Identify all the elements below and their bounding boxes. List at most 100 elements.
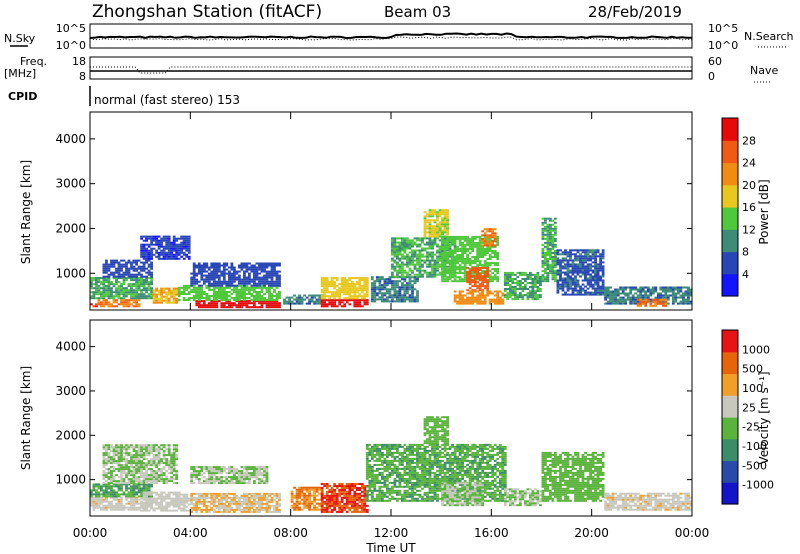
range-time-cell (150, 448, 153, 451)
range-time-cell (521, 286, 525, 288)
range-time-cell (283, 300, 286, 303)
range-time-cell (584, 255, 587, 258)
range-time-cell (147, 462, 151, 465)
range-time-cell (150, 485, 153, 488)
range-time-cell (137, 259, 141, 262)
range-time-cell (150, 267, 153, 270)
range-time-cell (634, 292, 638, 295)
range-time-cell (150, 239, 153, 242)
range-time-cell (436, 229, 439, 232)
range-time-cell (671, 296, 675, 299)
range-time-cell (120, 454, 123, 457)
range-time-cell (451, 266, 454, 269)
range-time-cell (112, 452, 116, 455)
range-time-cell (453, 235, 457, 238)
range-time-cell (258, 276, 261, 279)
range-time-cell (220, 295, 224, 297)
range-time-cell (456, 268, 459, 271)
range-time-cell (441, 211, 444, 214)
range-time-cell (611, 294, 615, 297)
range-time-cell (105, 265, 108, 268)
range-time-cell (165, 245, 169, 248)
range-time-cell (155, 476, 158, 479)
range-time-cell (250, 306, 254, 309)
range-time-cell (330, 277, 334, 280)
range-time-cell (117, 297, 121, 300)
range-time-cell (551, 278, 555, 281)
range-time-cell (586, 293, 590, 296)
range-time-cell (318, 294, 322, 297)
range-time-cell (365, 299, 369, 302)
range-time-cell (428, 239, 432, 242)
range-time-cell (323, 295, 327, 298)
range-time-cell (569, 269, 572, 272)
range-time-cell (473, 245, 477, 248)
range-time-cell (150, 444, 153, 447)
range-time-cell (140, 493, 143, 496)
range-time-cell (396, 263, 399, 266)
range-time-cell (398, 259, 402, 262)
range-time-cell (230, 276, 234, 279)
range-time-cell (122, 478, 126, 481)
range-time-cell (666, 298, 670, 301)
range-time-cell (177, 505, 181, 508)
range-time-cell (486, 240, 490, 243)
range-time-cell (546, 252, 550, 254)
beam-label: Beam 03 (384, 3, 451, 21)
range-time-cell (468, 300, 472, 303)
range-time-cell (165, 505, 169, 508)
range-time-cell (127, 452, 131, 455)
range-time-cell (463, 248, 467, 250)
range-time-cell (561, 261, 565, 264)
range-time-cell (210, 506, 214, 509)
range-time-cell (190, 500, 194, 503)
range-time-cell (152, 491, 156, 494)
range-time-cell (461, 272, 464, 275)
range-time-cell (140, 482, 143, 485)
range-time-cell (446, 231, 449, 234)
range-time-cell (207, 304, 211, 307)
range-time-cell (102, 504, 106, 507)
range-time-cell (167, 491, 171, 494)
range-time-cell (554, 272, 557, 275)
range-time-cell (438, 225, 442, 228)
range-time-cell (170, 295, 174, 298)
range-time-cell (466, 243, 469, 246)
range-time-cell (513, 292, 517, 295)
range-time-cell (403, 243, 407, 246)
range-time-cell (476, 300, 480, 303)
range-time-cell (240, 288, 244, 291)
range-time-cell (135, 285, 138, 288)
range-time-cell (386, 278, 389, 281)
range-time-cell (546, 235, 550, 238)
range-time-cell (599, 255, 602, 258)
range-time-cell (200, 496, 204, 499)
range-time-cell (488, 264, 492, 267)
range-time-cell (476, 275, 480, 278)
range-time-cell (152, 450, 156, 453)
range-time-cell (162, 291, 166, 294)
range-time-cell (473, 235, 477, 238)
range-time-cell (506, 276, 510, 278)
range-time-cell (165, 503, 169, 506)
range-time-cell (253, 284, 256, 287)
range-time-cell (187, 249, 191, 252)
range-time-cell (132, 474, 136, 477)
range-time-cell (574, 263, 577, 266)
range-time-cell (406, 271, 409, 274)
range-time-cell (217, 264, 221, 267)
range-time-cell (448, 266, 452, 269)
range-time-cell (476, 278, 480, 281)
range-time-cell (554, 250, 557, 252)
range-time-cell (127, 470, 131, 473)
range-time-cell (205, 496, 209, 499)
range-time-cell (481, 267, 485, 269)
range-time-cell (107, 458, 111, 461)
range-time-cell (343, 291, 347, 294)
range-time-cell (165, 495, 169, 498)
range-time-cell (222, 306, 226, 309)
range-time-cell (162, 499, 166, 502)
range-time-cell (594, 287, 597, 290)
range-time-cell (217, 262, 221, 265)
range-time-cell (132, 472, 136, 475)
